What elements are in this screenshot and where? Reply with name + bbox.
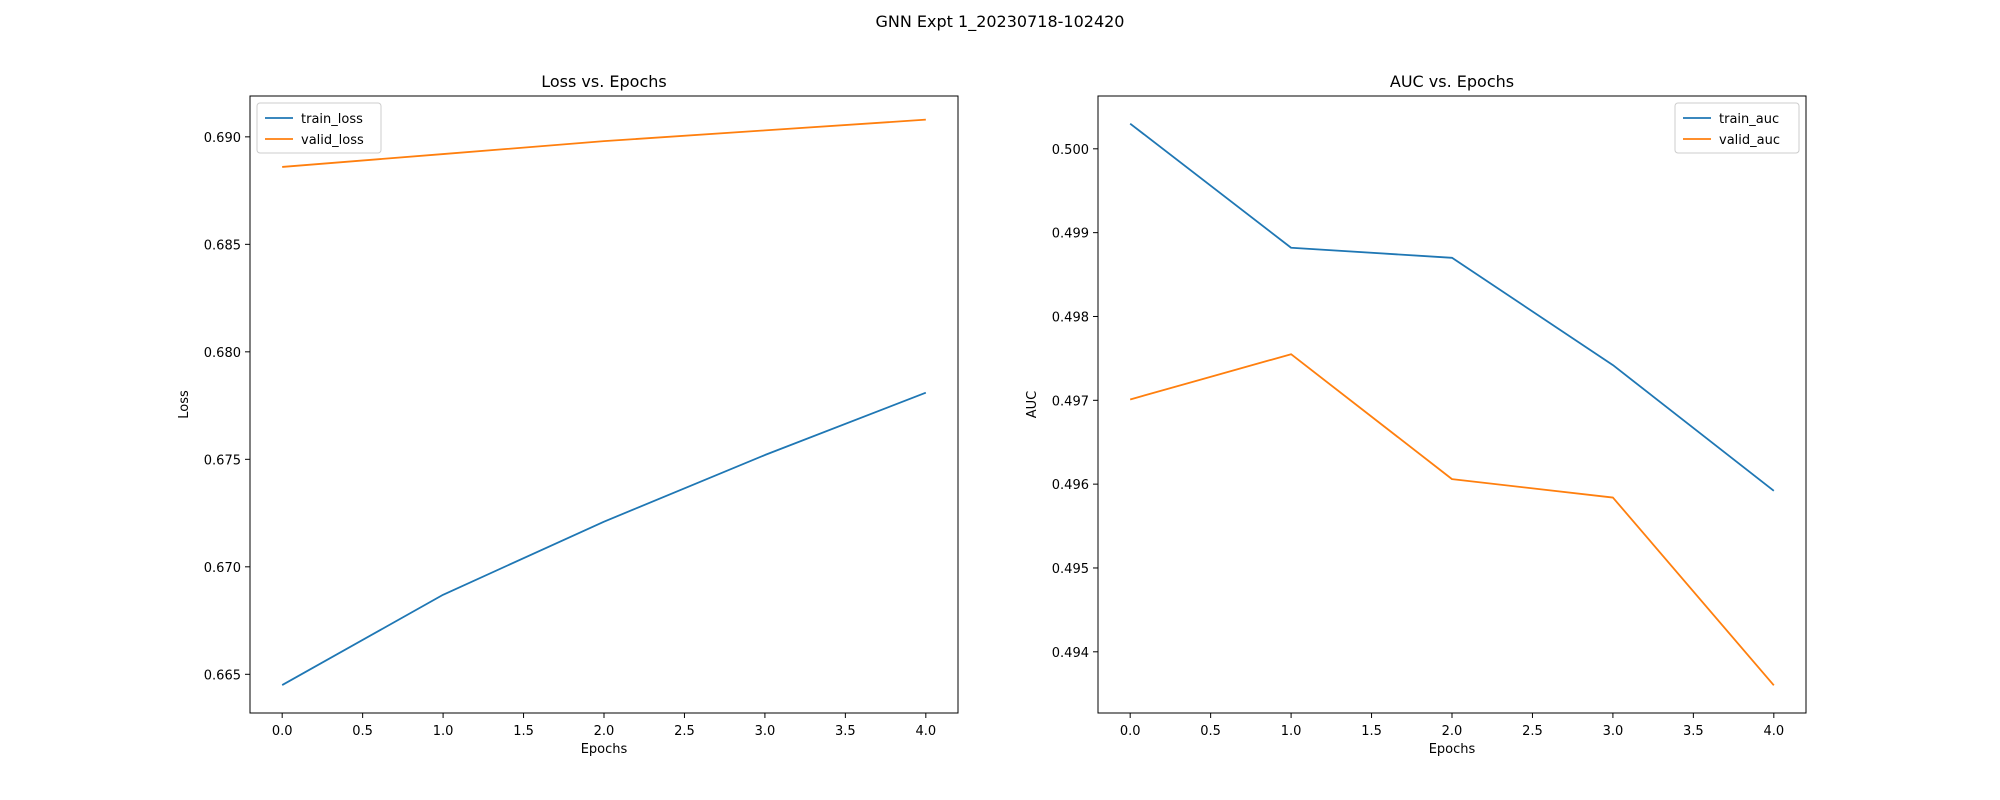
- auc-legend-box: [1674, 102, 1800, 154]
- figure-title: GNN Expt 1_20230718-102420: [875, 12, 1125, 31]
- auc-series-line-train_auc: [1129, 122, 1775, 492]
- loss-chart: Loss vs. Epochs 0.0 0.5 1.0 1.5 2.0 2.5 3.0 3.5 4…: [177, 72, 959, 757]
- loss-legend-label-train_loss: train_loss: [301, 112, 363, 127]
- loss-y-tick-label: 0.670: [204, 561, 241, 576]
- loss-axes-frame: [249, 95, 959, 714]
- loss-y-tick-label: 0.685: [204, 238, 241, 253]
- auc-series-line-valid_auc: [1129, 353, 1775, 686]
- loss-x-tick-label: 0.5: [352, 724, 373, 739]
- auc-x-tick-label: 3.5: [1683, 724, 1704, 739]
- loss-legend-label-valid_loss: valid_loss: [301, 133, 364, 148]
- auc-x-tick-label: 2.5: [1522, 724, 1543, 739]
- loss-chart-title: Loss vs. Epochs: [541, 72, 666, 91]
- auc-x-tick-label: 1.5: [1361, 724, 1382, 739]
- auc-legend: train_auc valid_auc: [1674, 102, 1800, 154]
- auc-x-axis-label: Epochs: [1429, 742, 1476, 757]
- loss-legend: train_loss valid_loss: [256, 102, 382, 154]
- auc-x-tick-label: 1.0: [1281, 724, 1302, 739]
- loss-x-axis-label: Epochs: [581, 742, 628, 757]
- auc-chart: AUC vs. Epochs 0.0 0.5 1.0 1.5 2.0 2.5 3.0 3.5 4.…: [1025, 72, 1807, 757]
- auc-x-tick-label: 0.0: [1120, 724, 1141, 739]
- loss-x-tick-label: 3.5: [835, 724, 856, 739]
- loss-y-tick-label: 0.675: [204, 453, 241, 468]
- loss-y-tick-label: 0.680: [204, 346, 241, 361]
- auc-legend-label-train_auc: train_auc: [1719, 112, 1779, 127]
- loss-x-tick-label: 1.5: [513, 724, 534, 739]
- auc-y-tick-label: 0.499: [1052, 227, 1089, 242]
- auc-x-tick-label: 2.0: [1442, 724, 1463, 739]
- auc-axes-frame: [1097, 95, 1807, 714]
- auc-y-tick-label: 0.498: [1052, 310, 1089, 325]
- auc-legend-label-valid_auc: valid_auc: [1719, 133, 1780, 148]
- loss-series-line-valid_loss: [282, 118, 926, 168]
- auc-chart-title: AUC vs. Epochs: [1390, 72, 1514, 91]
- auc-y-tick-label: 0.500: [1052, 143, 1089, 158]
- auc-y-axis-label: AUC: [1025, 391, 1040, 419]
- loss-y-axis-label: Loss: [177, 390, 192, 419]
- loss-y-tick-label: 0.665: [204, 668, 241, 683]
- auc-y-tick-label: 0.494: [1052, 646, 1089, 661]
- loss-x-tick-label: 1.0: [433, 724, 454, 739]
- auc-y-tick-label: 0.497: [1052, 394, 1089, 409]
- loss-x-tick-label: 2.0: [594, 724, 615, 739]
- auc-x-tick-label: 0.5: [1200, 724, 1221, 739]
- auc-x-tick-label: 3.0: [1603, 724, 1624, 739]
- auc-y-tick-label: 0.496: [1052, 478, 1089, 493]
- loss-x-tick-label: 0.0: [272, 724, 293, 739]
- auc-x-tick-label: 4.0: [1763, 724, 1784, 739]
- loss-series-line-train_loss: [281, 391, 927, 686]
- loss-x-tick-label: 2.5: [674, 724, 695, 739]
- auc-y-tick-label: 0.495: [1052, 562, 1089, 577]
- loss-x-tick-label: 4.0: [915, 724, 936, 739]
- loss-y-tick-label: 0.690: [204, 131, 241, 146]
- loss-legend-box: [256, 102, 382, 154]
- loss-x-tick-label: 3.0: [755, 724, 776, 739]
